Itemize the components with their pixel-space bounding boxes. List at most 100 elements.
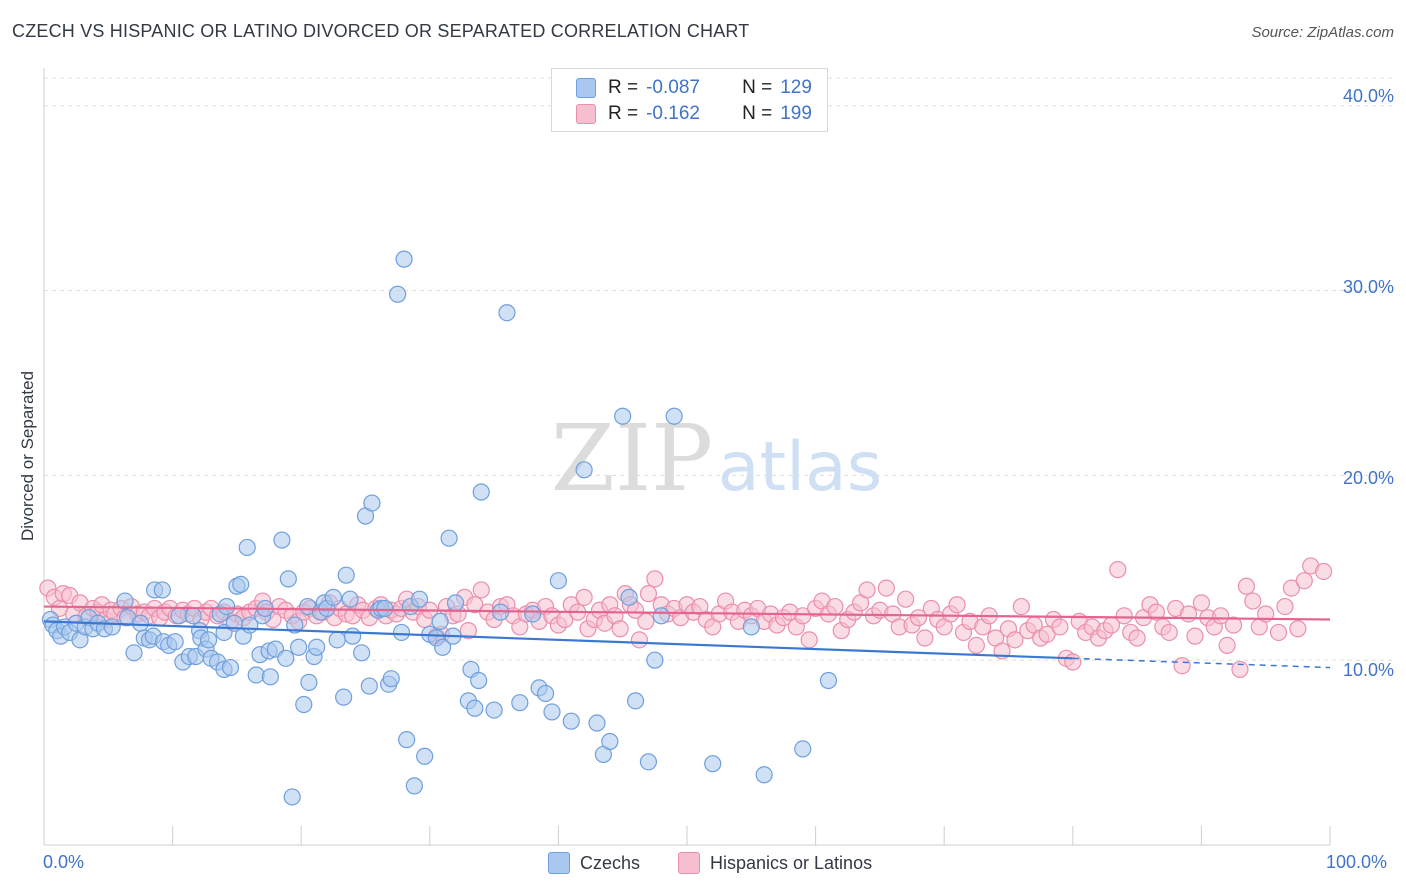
point-czechs [166, 633, 184, 651]
point-czechs [341, 590, 359, 608]
point-hispanics [1012, 597, 1030, 616]
legend-n-label: N = [742, 77, 773, 98]
point-hispanics [646, 570, 664, 588]
point-hispanics [639, 585, 658, 603]
legend-r-value: -0.087 [646, 77, 700, 98]
point-hispanics [1237, 577, 1256, 595]
point-hispanics [1192, 594, 1211, 612]
point-czechs [247, 666, 265, 684]
source-label: Source: ZipAtlas.com [1251, 24, 1394, 41]
point-hispanics [967, 636, 985, 654]
point-czechs [431, 612, 449, 630]
point-hispanics [1212, 607, 1230, 625]
point-czechs [470, 671, 488, 690]
point-czechs [335, 688, 353, 706]
point-czechs [626, 692, 645, 710]
bottom-legend-hispanics: Hispanics or Latinos [678, 852, 872, 874]
point-hispanics [877, 579, 895, 597]
correlation-legend: R = -0.087 N = 129 R = -0.162 N = 199 [551, 68, 828, 132]
point-hispanics [1147, 603, 1165, 621]
point-czechs [466, 699, 484, 717]
point-czechs [588, 714, 606, 732]
legend-swatch-pink [576, 104, 596, 124]
bottom-legend-swatch-blue [548, 852, 570, 874]
point-czechs [363, 494, 381, 512]
x-tick-max: 100.0% [1326, 852, 1388, 872]
point-hispanics [1282, 579, 1301, 597]
point-czechs [601, 732, 619, 751]
point-czechs [353, 644, 371, 662]
point-czechs [395, 250, 413, 268]
point-hispanics [459, 622, 477, 640]
point-czechs [446, 594, 465, 612]
point-hispanics [948, 596, 966, 614]
trend-line-czechs [43, 620, 1073, 660]
point-czechs [131, 614, 150, 632]
point-hispanics [916, 629, 934, 647]
point-hispanics [472, 581, 490, 599]
legend-n-value: 199 [780, 103, 812, 124]
point-hispanics [858, 581, 876, 599]
watermark-atlas: atlas [718, 428, 882, 507]
point-hispanics [1115, 607, 1133, 625]
point-czechs [261, 668, 279, 686]
point-czechs [440, 529, 458, 547]
point-hispanics [1289, 620, 1307, 638]
legend-n-label: N = [742, 103, 773, 124]
y-tick-40: 40.0% [1342, 86, 1394, 106]
legend-row-hispanics: R = -0.162 N = 199 [576, 102, 812, 126]
point-hispanics [466, 596, 484, 614]
point-hispanics [1244, 592, 1262, 610]
point-hispanics [826, 597, 844, 616]
legend-row-czechs: R = -0.087 N = 129 [576, 76, 812, 100]
point-hispanics [1186, 627, 1204, 645]
chart-title: CZECH VS HISPANIC OR LATINO DIVORCED OR … [12, 21, 750, 41]
point-hispanics [1314, 562, 1333, 581]
point-czechs [116, 592, 134, 610]
point-czechs [614, 407, 632, 425]
legend-swatch-blue [576, 78, 596, 98]
point-hispanics [1038, 625, 1056, 643]
point-czechs [819, 671, 838, 690]
point-czechs [360, 677, 378, 695]
point-czechs [543, 703, 561, 721]
y-tick-10: 10.0% [1342, 660, 1394, 680]
bottom-legend-label: Hispanics or Latinos [710, 852, 873, 873]
point-hispanics [909, 609, 928, 627]
point-hispanics [1224, 616, 1243, 634]
point-czechs [184, 607, 202, 625]
trend-extension-czechs [1072, 657, 1331, 669]
point-czechs [125, 644, 143, 662]
legend-r-label: R = [608, 77, 639, 98]
point-czechs [273, 531, 291, 549]
point-hispanics [1231, 660, 1249, 679]
point-czechs [652, 607, 670, 625]
point-czechs [238, 538, 256, 557]
legend-n-value: 129 [780, 77, 812, 98]
point-czechs [328, 631, 346, 649]
point-czechs [498, 304, 516, 322]
point-czechs [536, 684, 555, 703]
point-czechs [324, 588, 342, 606]
point-czechs [405, 777, 423, 795]
point-czechs [337, 566, 355, 584]
y-tick-20: 20.0% [1342, 468, 1394, 488]
point-hispanics [897, 590, 915, 608]
point-czechs [410, 590, 429, 608]
point-czechs [295, 695, 313, 714]
point-czechs [153, 581, 171, 599]
point-hispanics [1269, 623, 1288, 642]
point-hispanics [575, 588, 593, 606]
y-tick-30: 30.0% [1342, 277, 1394, 297]
point-czechs [221, 658, 240, 677]
point-czechs [794, 740, 812, 758]
point-czechs [416, 747, 434, 765]
point-hispanics [1064, 653, 1082, 671]
point-czechs [665, 407, 683, 425]
point-czechs [755, 766, 773, 784]
point-hispanics [1128, 629, 1146, 647]
point-czechs [103, 618, 121, 636]
bottom-legend-swatch-pink [678, 852, 700, 874]
point-czechs [308, 638, 326, 656]
x-tick-min: 0.0% [43, 852, 85, 872]
